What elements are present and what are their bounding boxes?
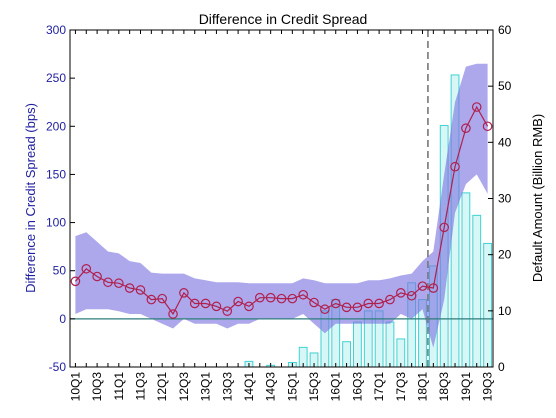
x-tick-label: 13Q1: [199, 372, 213, 402]
spread-point: [471, 102, 482, 112]
right-axis-label: Default Amount (Billion RMB): [530, 114, 545, 282]
spread-point: [135, 285, 146, 295]
right-tick-label: 30: [498, 192, 512, 206]
spread-point: [103, 277, 113, 288]
x-tick-label: 11Q3: [134, 372, 148, 401]
spread-point: [385, 294, 395, 305]
spread-point: [200, 298, 211, 309]
spread-point: [179, 288, 189, 298]
spread-point: [374, 298, 384, 309]
x-tick-label: 19Q3: [481, 372, 495, 402]
spread-point: [320, 304, 330, 315]
spread-point: [222, 306, 233, 316]
spread-point: [428, 283, 439, 293]
left-tick-label: 300: [46, 23, 66, 37]
x-tick-label: 10Q3: [90, 372, 104, 402]
spread-point: [309, 297, 319, 308]
left-tick-label: 200: [46, 119, 66, 133]
spread-point: [146, 294, 157, 305]
x-tick-label: 13Q3: [220, 372, 234, 402]
x-tick-label: 12Q3: [177, 372, 191, 402]
x-tick-label: 15Q1: [285, 372, 299, 402]
left-tick-label: 150: [46, 167, 66, 181]
spread-point: [298, 289, 308, 300]
spread-point: [276, 293, 287, 304]
spread-point: [211, 301, 222, 312]
x-tick-label: 17Q1: [372, 372, 386, 402]
x-tick-label: 10Q1: [68, 372, 82, 402]
confidence-band: [75, 63, 488, 348]
spread-point: [265, 292, 276, 303]
left-axis-label: Difference in Credit Spread (bps): [23, 103, 38, 293]
band-layer: [75, 63, 488, 348]
x-tick-label: 14Q1: [242, 372, 256, 402]
spread-point: [168, 309, 178, 319]
spread-point: [157, 293, 167, 304]
spread-point: [330, 298, 341, 309]
x-tick-label: 16Q1: [329, 372, 343, 402]
left-tick-label: 250: [46, 71, 66, 85]
default-amount-bar: [461, 192, 471, 368]
spread-point: [363, 298, 374, 309]
spread-point: [417, 281, 428, 291]
spread-line: [74, 105, 489, 316]
spread-point: [114, 278, 124, 289]
spread-line-layer: [70, 102, 493, 319]
default-amount-bar: [396, 338, 406, 368]
left-axis: -50 0 50 100 150 200 250 300: [46, 23, 75, 374]
right-axis: 0 10 20 30 40 50 60: [488, 23, 512, 374]
x-tick-label: 17Q3: [394, 372, 408, 402]
spread-point: [287, 293, 298, 304]
spread-point: [189, 298, 200, 309]
default-amount-bar: [472, 214, 482, 368]
x-tick-label: 12Q1: [155, 372, 169, 402]
x-tick-label: 14Q3: [264, 372, 278, 402]
spread-point: [439, 222, 449, 233]
x-tick-label: 11Q1: [112, 372, 126, 401]
x-tick-label: 16Q3: [350, 372, 364, 402]
spread-point: [70, 276, 81, 287]
left-tick-label: 100: [46, 216, 66, 230]
spread-point: [482, 121, 493, 132]
chart-title: Difference in Credit Spread: [199, 11, 368, 27]
spread-point: [244, 301, 254, 312]
spread-point: [450, 161, 460, 172]
x-tick-label: 15Q3: [307, 372, 321, 402]
x-tick-label: 18Q3: [437, 372, 451, 402]
spread-point: [92, 271, 102, 282]
x-tick-label: 19Q1: [459, 372, 473, 402]
spread-point: [406, 290, 417, 301]
spread-point: [461, 123, 471, 134]
x-tick-label: 18Q1: [416, 372, 430, 402]
default-amount-bar: [353, 321, 362, 368]
right-tick-label: 10: [498, 304, 512, 318]
spread-point: [341, 302, 352, 313]
left-tick-label: 50: [53, 264, 67, 278]
spread-point: [81, 263, 92, 274]
spread-point: [396, 288, 406, 298]
x-axis: 10Q1 10Q3 11Q1 11Q3 12Q1 12Q3 13Q1 13Q3 14Q1 14Q3…: [68, 30, 495, 402]
left-tick-label: 0: [59, 312, 66, 326]
spread-point: [233, 296, 243, 307]
right-tick-label: 50: [498, 79, 512, 93]
right-tick-label: 0: [498, 360, 505, 374]
right-tick-label: 20: [498, 248, 512, 262]
right-tick-label: 60: [498, 23, 512, 37]
right-tick-label: 40: [498, 135, 512, 149]
spread-point: [124, 283, 135, 293]
spread-point: [255, 292, 265, 303]
left-tick-label: -50: [49, 360, 67, 374]
default-amount-bar: [483, 242, 492, 368]
spread-point: [352, 302, 363, 313]
default-amount-bar: [385, 321, 395, 368]
